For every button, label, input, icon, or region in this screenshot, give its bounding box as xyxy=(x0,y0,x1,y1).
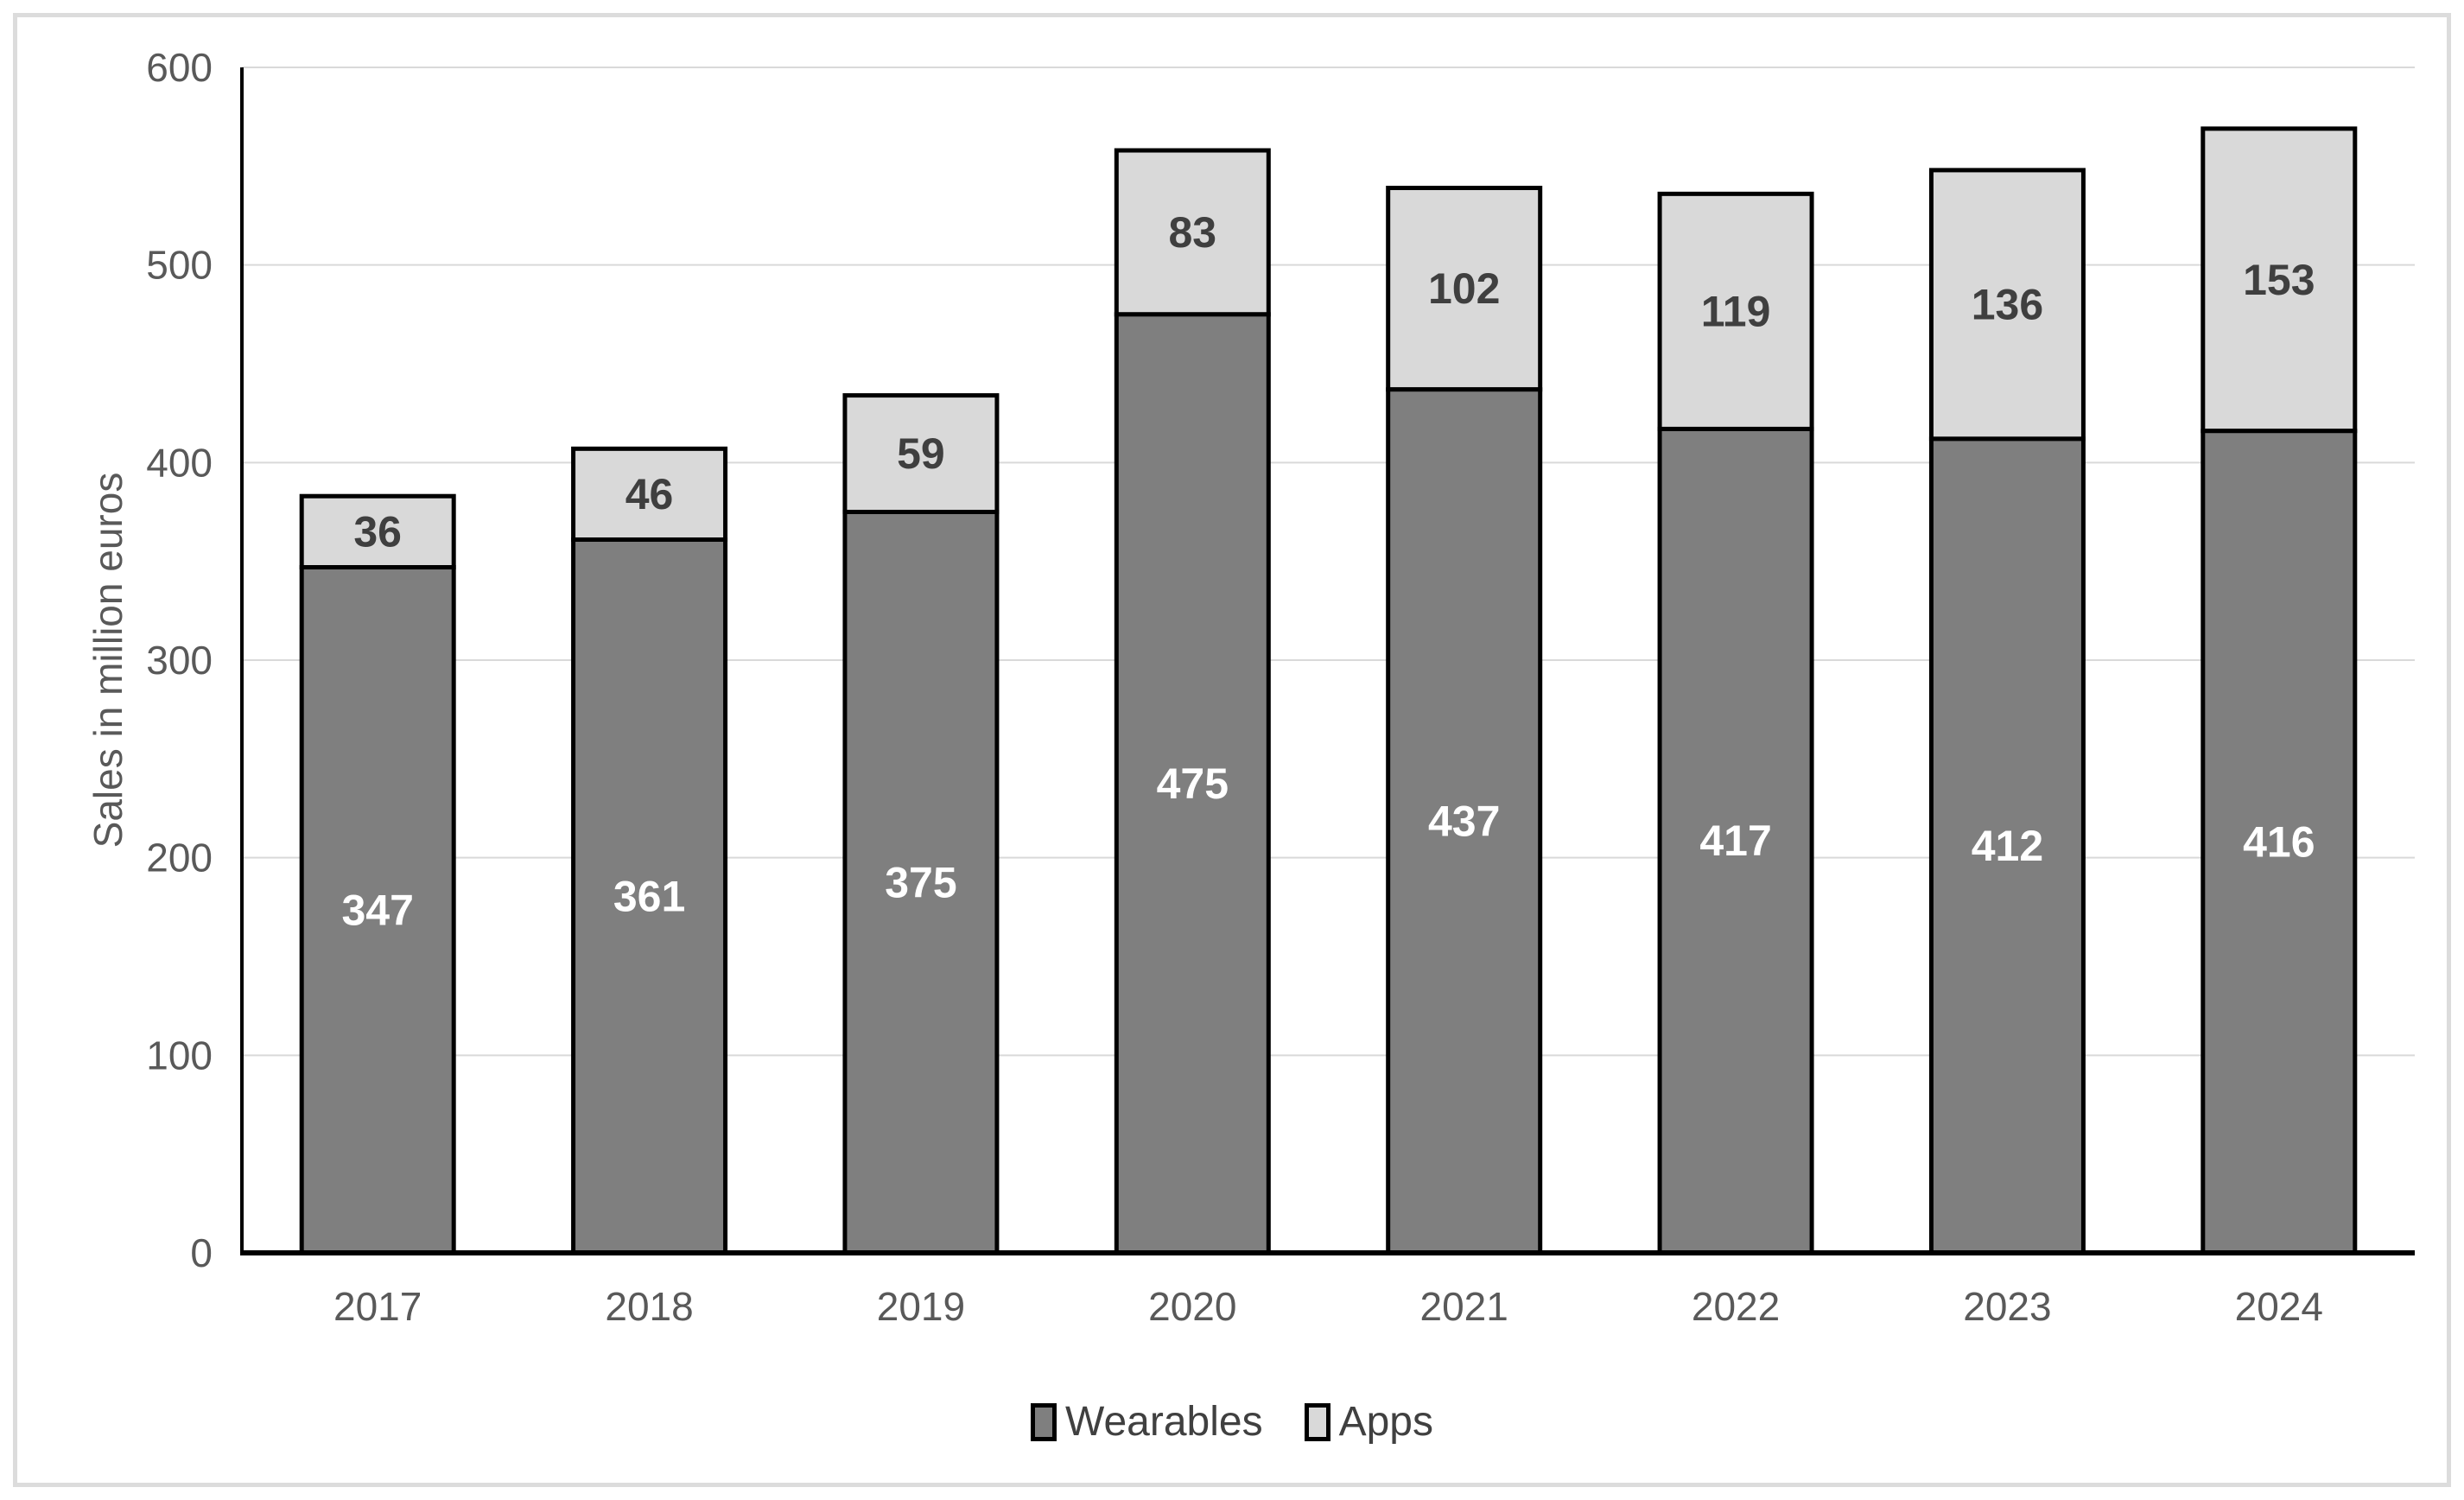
x-tick-label-2017: 2017 xyxy=(333,1284,422,1329)
x-tick-label-2020: 2020 xyxy=(1148,1284,1236,1329)
x-tick-label-2019: 2019 xyxy=(877,1284,965,1329)
data-label-wearables-2018: 361 xyxy=(613,872,685,920)
y-tick-label-100: 100 xyxy=(146,1033,213,1077)
data-label-wearables-2022: 417 xyxy=(1699,817,1771,865)
bar-segment-wearables-2017 xyxy=(299,565,456,1255)
data-label-wearables-2017: 347 xyxy=(341,886,413,934)
data-label-apps-2024: 153 xyxy=(2243,256,2315,304)
data-label-wearables-2019: 375 xyxy=(885,858,956,906)
data-label-wearables-2021: 437 xyxy=(1428,797,1500,845)
x-tick-label-2023: 2023 xyxy=(1963,1284,2051,1329)
y-tick-label-600: 600 xyxy=(146,45,213,90)
x-tick-label-2022: 2022 xyxy=(1692,1284,1780,1329)
bar-segment-apps-2024 xyxy=(2200,126,2358,434)
legend: Wearables Apps xyxy=(0,1398,2464,1446)
data-label-wearables-2020: 475 xyxy=(1157,760,1229,808)
y-tick-label-500: 500 xyxy=(146,243,213,288)
data-label-apps-2022: 119 xyxy=(1701,287,1771,335)
bar-segment-apps-2020 xyxy=(1114,148,1271,317)
bar-segment-wearables-2020 xyxy=(1114,312,1271,1255)
y-tick-label-0: 0 xyxy=(190,1230,213,1275)
bar-segment-wearables-2023 xyxy=(1928,436,2086,1255)
bar-segment-wearables-2021 xyxy=(1386,387,1543,1255)
data-label-wearables-2024: 416 xyxy=(2243,817,2315,866)
data-label-apps-2021: 102 xyxy=(1428,264,1500,313)
bar-segment-wearables-2024 xyxy=(2200,429,2358,1255)
data-label-apps-2020: 83 xyxy=(1169,208,1217,257)
bar-segment-apps-2022 xyxy=(1657,191,1814,431)
bar-segment-apps-2021 xyxy=(1386,185,1543,392)
bar-segment-wearables-2019 xyxy=(842,510,1000,1255)
bar-segment-apps-2019 xyxy=(842,393,1000,514)
data-label-apps-2017: 36 xyxy=(353,507,402,556)
bar-segment-wearables-2018 xyxy=(571,537,728,1255)
data-label-apps-2019: 59 xyxy=(897,429,945,478)
x-tick-label-2024: 2024 xyxy=(2235,1284,2323,1329)
y-axis-title: Sales in million euros xyxy=(86,473,130,849)
x-tick-label-2018: 2018 xyxy=(605,1284,693,1329)
y-tick-label-200: 200 xyxy=(146,836,213,880)
data-label-wearables-2023: 412 xyxy=(1972,822,2043,870)
y-tick-label-400: 400 xyxy=(146,440,213,485)
bar-segment-apps-2023 xyxy=(1928,168,2086,442)
legend-item-apps: Apps xyxy=(1304,1398,1433,1446)
legend-swatch-wearables-icon xyxy=(1031,1402,1057,1441)
legend-label-apps: Apps xyxy=(1338,1399,1433,1445)
legend-item-wearables: Wearables xyxy=(1031,1398,1263,1446)
legend-swatch-apps-icon xyxy=(1304,1402,1330,1441)
x-tick-label-2021: 2021 xyxy=(1420,1284,1508,1329)
y-tick-label-300: 300 xyxy=(146,638,213,683)
legend-label-wearables: Wearables xyxy=(1065,1399,1263,1445)
data-label-apps-2023: 136 xyxy=(1972,280,2043,328)
data-label-apps-2018: 46 xyxy=(626,470,674,518)
